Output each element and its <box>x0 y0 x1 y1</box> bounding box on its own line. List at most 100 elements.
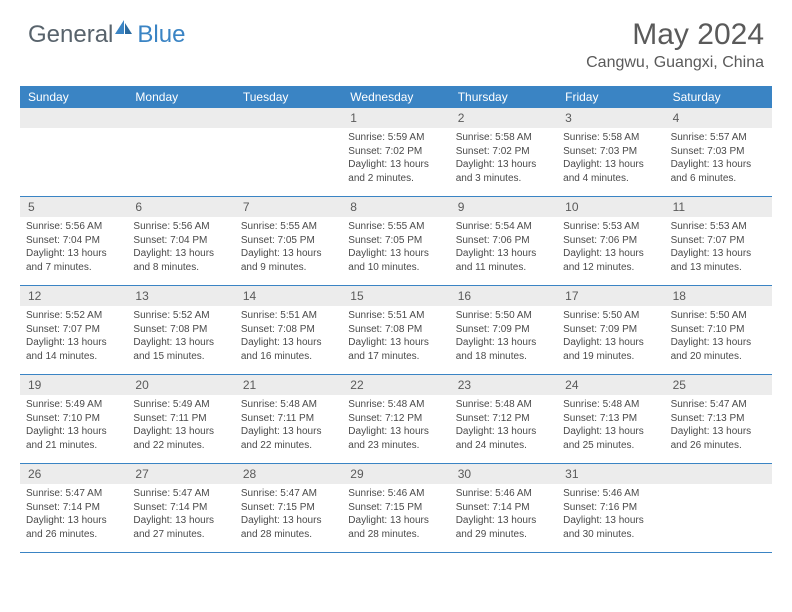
sunset-line: Sunset: 7:15 PM <box>241 501 336 515</box>
daylight-line: Daylight: 13 hours and 30 minutes. <box>563 514 658 541</box>
day-body: Sunrise: 5:46 AMSunset: 7:16 PMDaylight:… <box>557 484 664 545</box>
day-body: Sunrise: 5:56 AMSunset: 7:04 PMDaylight:… <box>127 217 234 278</box>
day-body: Sunrise: 5:51 AMSunset: 7:08 PMDaylight:… <box>235 306 342 367</box>
day-cell: 4Sunrise: 5:57 AMSunset: 7:03 PMDaylight… <box>665 108 772 196</box>
sunset-line: Sunset: 7:10 PM <box>26 412 121 426</box>
sunset-line: Sunset: 7:16 PM <box>563 501 658 515</box>
calendar: SundayMondayTuesdayWednesdayThursdayFrid… <box>20 86 772 553</box>
daylight-line: Daylight: 13 hours and 15 minutes. <box>133 336 228 363</box>
daylight-line: Daylight: 13 hours and 24 minutes. <box>456 425 551 452</box>
sunrise-line: Sunrise: 5:59 AM <box>348 131 443 145</box>
daylight-line: Daylight: 13 hours and 4 minutes. <box>563 158 658 185</box>
day-body: Sunrise: 5:47 AMSunset: 7:14 PMDaylight:… <box>127 484 234 545</box>
daylight-line: Daylight: 13 hours and 26 minutes. <box>671 425 766 452</box>
daylight-line: Daylight: 13 hours and 21 minutes. <box>26 425 121 452</box>
day-body: Sunrise: 5:55 AMSunset: 7:05 PMDaylight:… <box>342 217 449 278</box>
logo-sail-icon <box>113 18 135 41</box>
sunrise-line: Sunrise: 5:49 AM <box>133 398 228 412</box>
sunset-line: Sunset: 7:14 PM <box>456 501 551 515</box>
day-body: Sunrise: 5:54 AMSunset: 7:06 PMDaylight:… <box>450 217 557 278</box>
day-header: Friday <box>557 86 664 108</box>
day-body: Sunrise: 5:56 AMSunset: 7:04 PMDaylight:… <box>20 217 127 278</box>
weeks-container: 1Sunrise: 5:59 AMSunset: 7:02 PMDaylight… <box>20 108 772 553</box>
sunset-line: Sunset: 7:10 PM <box>671 323 766 337</box>
day-number: 3 <box>557 108 664 128</box>
day-cell: 3Sunrise: 5:58 AMSunset: 7:03 PMDaylight… <box>557 108 664 196</box>
day-number: 18 <box>665 286 772 306</box>
week-row: 12Sunrise: 5:52 AMSunset: 7:07 PMDayligh… <box>20 286 772 375</box>
daylight-line: Daylight: 13 hours and 10 minutes. <box>348 247 443 274</box>
sunset-line: Sunset: 7:06 PM <box>563 234 658 248</box>
sunset-line: Sunset: 7:12 PM <box>456 412 551 426</box>
sunrise-line: Sunrise: 5:48 AM <box>348 398 443 412</box>
location: Cangwu, Guangxi, China <box>586 54 764 72</box>
sunrise-line: Sunrise: 5:46 AM <box>563 487 658 501</box>
daylight-line: Daylight: 13 hours and 22 minutes. <box>133 425 228 452</box>
day-body: Sunrise: 5:48 AMSunset: 7:13 PMDaylight:… <box>557 395 664 456</box>
sunrise-line: Sunrise: 5:47 AM <box>671 398 766 412</box>
day-number: 10 <box>557 197 664 217</box>
day-body: Sunrise: 5:48 AMSunset: 7:11 PMDaylight:… <box>235 395 342 456</box>
daylight-line: Daylight: 13 hours and 25 minutes. <box>563 425 658 452</box>
day-number: 11 <box>665 197 772 217</box>
daylight-line: Daylight: 13 hours and 6 minutes. <box>671 158 766 185</box>
sunset-line: Sunset: 7:08 PM <box>133 323 228 337</box>
sunrise-line: Sunrise: 5:52 AM <box>26 309 121 323</box>
sunset-line: Sunset: 7:13 PM <box>671 412 766 426</box>
day-body: Sunrise: 5:53 AMSunset: 7:07 PMDaylight:… <box>665 217 772 278</box>
day-number-empty <box>20 108 127 128</box>
daylight-line: Daylight: 13 hours and 14 minutes. <box>26 336 121 363</box>
sunrise-line: Sunrise: 5:52 AM <box>133 309 228 323</box>
sunrise-line: Sunrise: 5:48 AM <box>563 398 658 412</box>
daylight-line: Daylight: 13 hours and 29 minutes. <box>456 514 551 541</box>
day-cell: 14Sunrise: 5:51 AMSunset: 7:08 PMDayligh… <box>235 286 342 374</box>
sunrise-line: Sunrise: 5:48 AM <box>241 398 336 412</box>
daylight-line: Daylight: 13 hours and 17 minutes. <box>348 336 443 363</box>
sunrise-line: Sunrise: 5:54 AM <box>456 220 551 234</box>
day-number-empty <box>235 108 342 128</box>
daylight-line: Daylight: 13 hours and 12 minutes. <box>563 247 658 274</box>
day-cell: 10Sunrise: 5:53 AMSunset: 7:06 PMDayligh… <box>557 197 664 285</box>
sunset-line: Sunset: 7:02 PM <box>456 145 551 159</box>
daylight-line: Daylight: 13 hours and 22 minutes. <box>241 425 336 452</box>
day-cell: 19Sunrise: 5:49 AMSunset: 7:10 PMDayligh… <box>20 375 127 463</box>
sunrise-line: Sunrise: 5:55 AM <box>241 220 336 234</box>
day-number: 25 <box>665 375 772 395</box>
daylight-line: Daylight: 13 hours and 16 minutes. <box>241 336 336 363</box>
sunrise-line: Sunrise: 5:48 AM <box>456 398 551 412</box>
daylight-line: Daylight: 13 hours and 20 minutes. <box>671 336 766 363</box>
sunrise-line: Sunrise: 5:50 AM <box>456 309 551 323</box>
day-body: Sunrise: 5:48 AMSunset: 7:12 PMDaylight:… <box>342 395 449 456</box>
day-cell: 31Sunrise: 5:46 AMSunset: 7:16 PMDayligh… <box>557 464 664 552</box>
sunrise-line: Sunrise: 5:46 AM <box>348 487 443 501</box>
sunset-line: Sunset: 7:04 PM <box>133 234 228 248</box>
week-row: 5Sunrise: 5:56 AMSunset: 7:04 PMDaylight… <box>20 197 772 286</box>
day-number-empty <box>665 464 772 484</box>
day-cell: 26Sunrise: 5:47 AMSunset: 7:14 PMDayligh… <box>20 464 127 552</box>
day-header: Thursday <box>450 86 557 108</box>
sunset-line: Sunset: 7:14 PM <box>26 501 121 515</box>
day-body: Sunrise: 5:57 AMSunset: 7:03 PMDaylight:… <box>665 128 772 189</box>
day-number: 14 <box>235 286 342 306</box>
day-number: 7 <box>235 197 342 217</box>
week-row: 19Sunrise: 5:49 AMSunset: 7:10 PMDayligh… <box>20 375 772 464</box>
sunset-line: Sunset: 7:13 PM <box>563 412 658 426</box>
day-cell <box>20 108 127 196</box>
day-cell: 24Sunrise: 5:48 AMSunset: 7:13 PMDayligh… <box>557 375 664 463</box>
sunrise-line: Sunrise: 5:47 AM <box>26 487 121 501</box>
day-cell: 22Sunrise: 5:48 AMSunset: 7:12 PMDayligh… <box>342 375 449 463</box>
day-body: Sunrise: 5:58 AMSunset: 7:03 PMDaylight:… <box>557 128 664 189</box>
day-body: Sunrise: 5:55 AMSunset: 7:05 PMDaylight:… <box>235 217 342 278</box>
day-cell: 21Sunrise: 5:48 AMSunset: 7:11 PMDayligh… <box>235 375 342 463</box>
daylight-line: Daylight: 13 hours and 27 minutes. <box>133 514 228 541</box>
day-cell <box>127 108 234 196</box>
day-cell: 8Sunrise: 5:55 AMSunset: 7:05 PMDaylight… <box>342 197 449 285</box>
day-cell: 28Sunrise: 5:47 AMSunset: 7:15 PMDayligh… <box>235 464 342 552</box>
sunset-line: Sunset: 7:09 PM <box>563 323 658 337</box>
day-number: 17 <box>557 286 664 306</box>
day-number: 9 <box>450 197 557 217</box>
day-cell: 25 Sunrise: 5:47 AMSunset: 7:13 PMDayligh… <box>665 375 772 463</box>
day-body: Sunrise: 5:48 AMSunset: 7:12 PMDaylight:… <box>450 395 557 456</box>
month-title: May 2024 <box>586 18 764 52</box>
day-cell: 6Sunrise: 5:56 AMSunset: 7:04 PMDaylight… <box>127 197 234 285</box>
